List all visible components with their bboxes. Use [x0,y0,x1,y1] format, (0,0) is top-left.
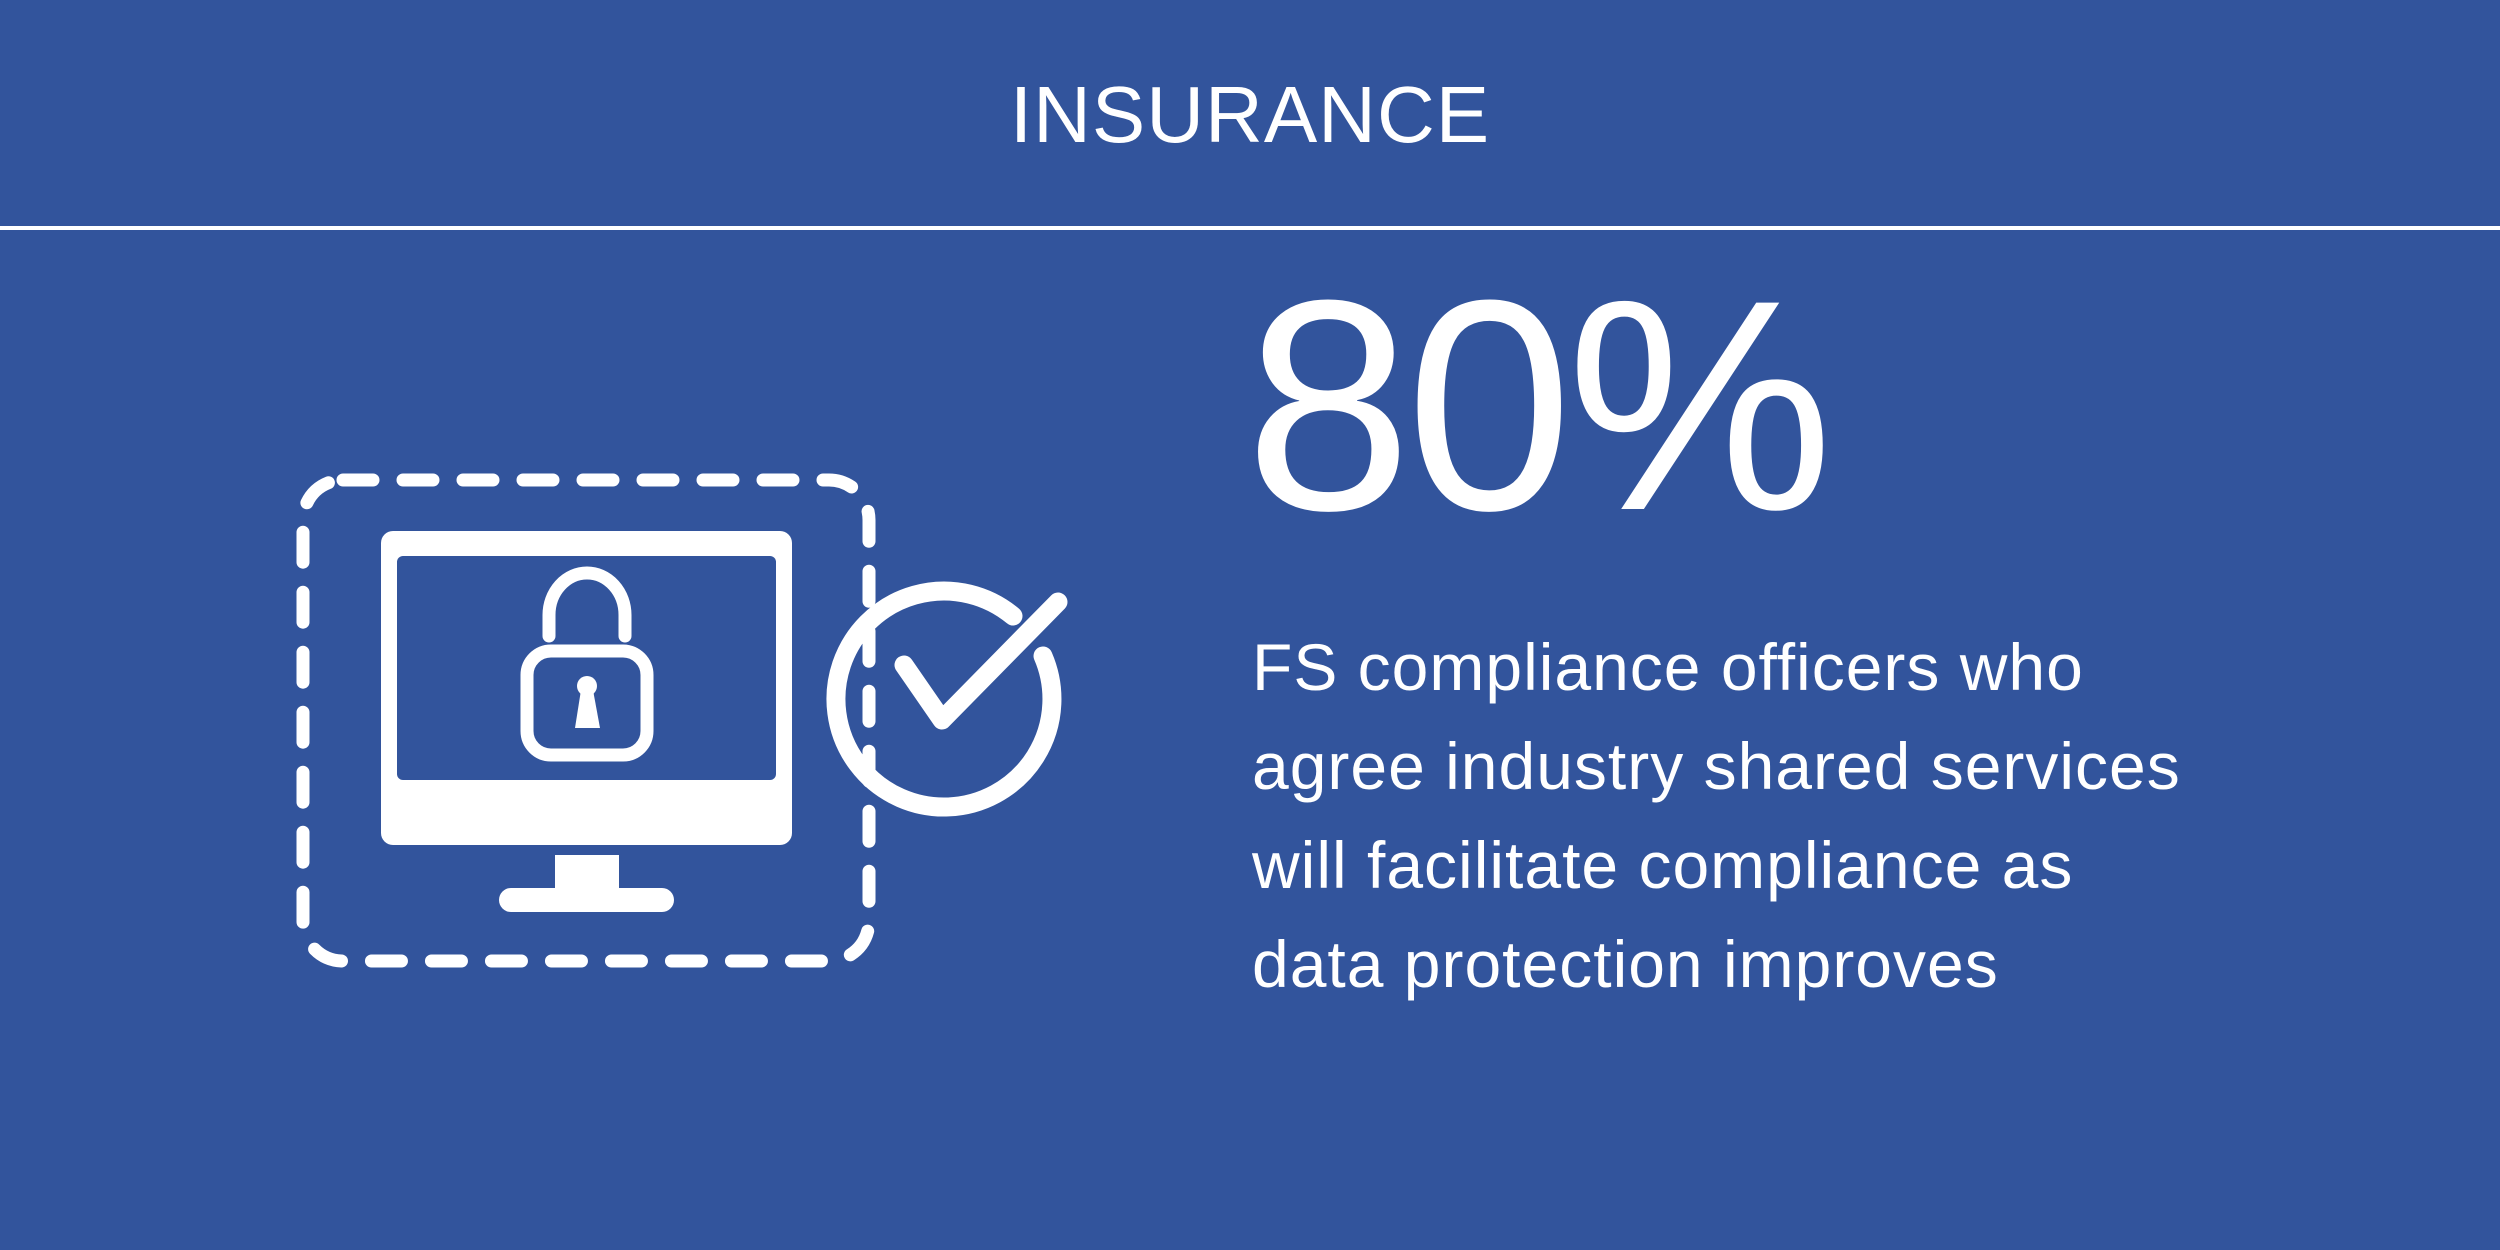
divider [0,226,2500,230]
padlock-icon [520,566,654,762]
check-circle-icon [826,581,1068,817]
description-line: data protection improves [1252,927,1999,1001]
page-title: INSURANCE [1009,70,1491,159]
stat-value: 80% [1245,237,1833,573]
description-line: will facilitate compliance as [1252,828,2074,902]
description-line: FS compliance officers who [1252,630,2084,704]
dashed-frame [296,473,876,968]
stat-description: FS compliance officers who agree industr… [1252,618,2402,1014]
description-line: agree industry shared services [1252,729,2181,803]
